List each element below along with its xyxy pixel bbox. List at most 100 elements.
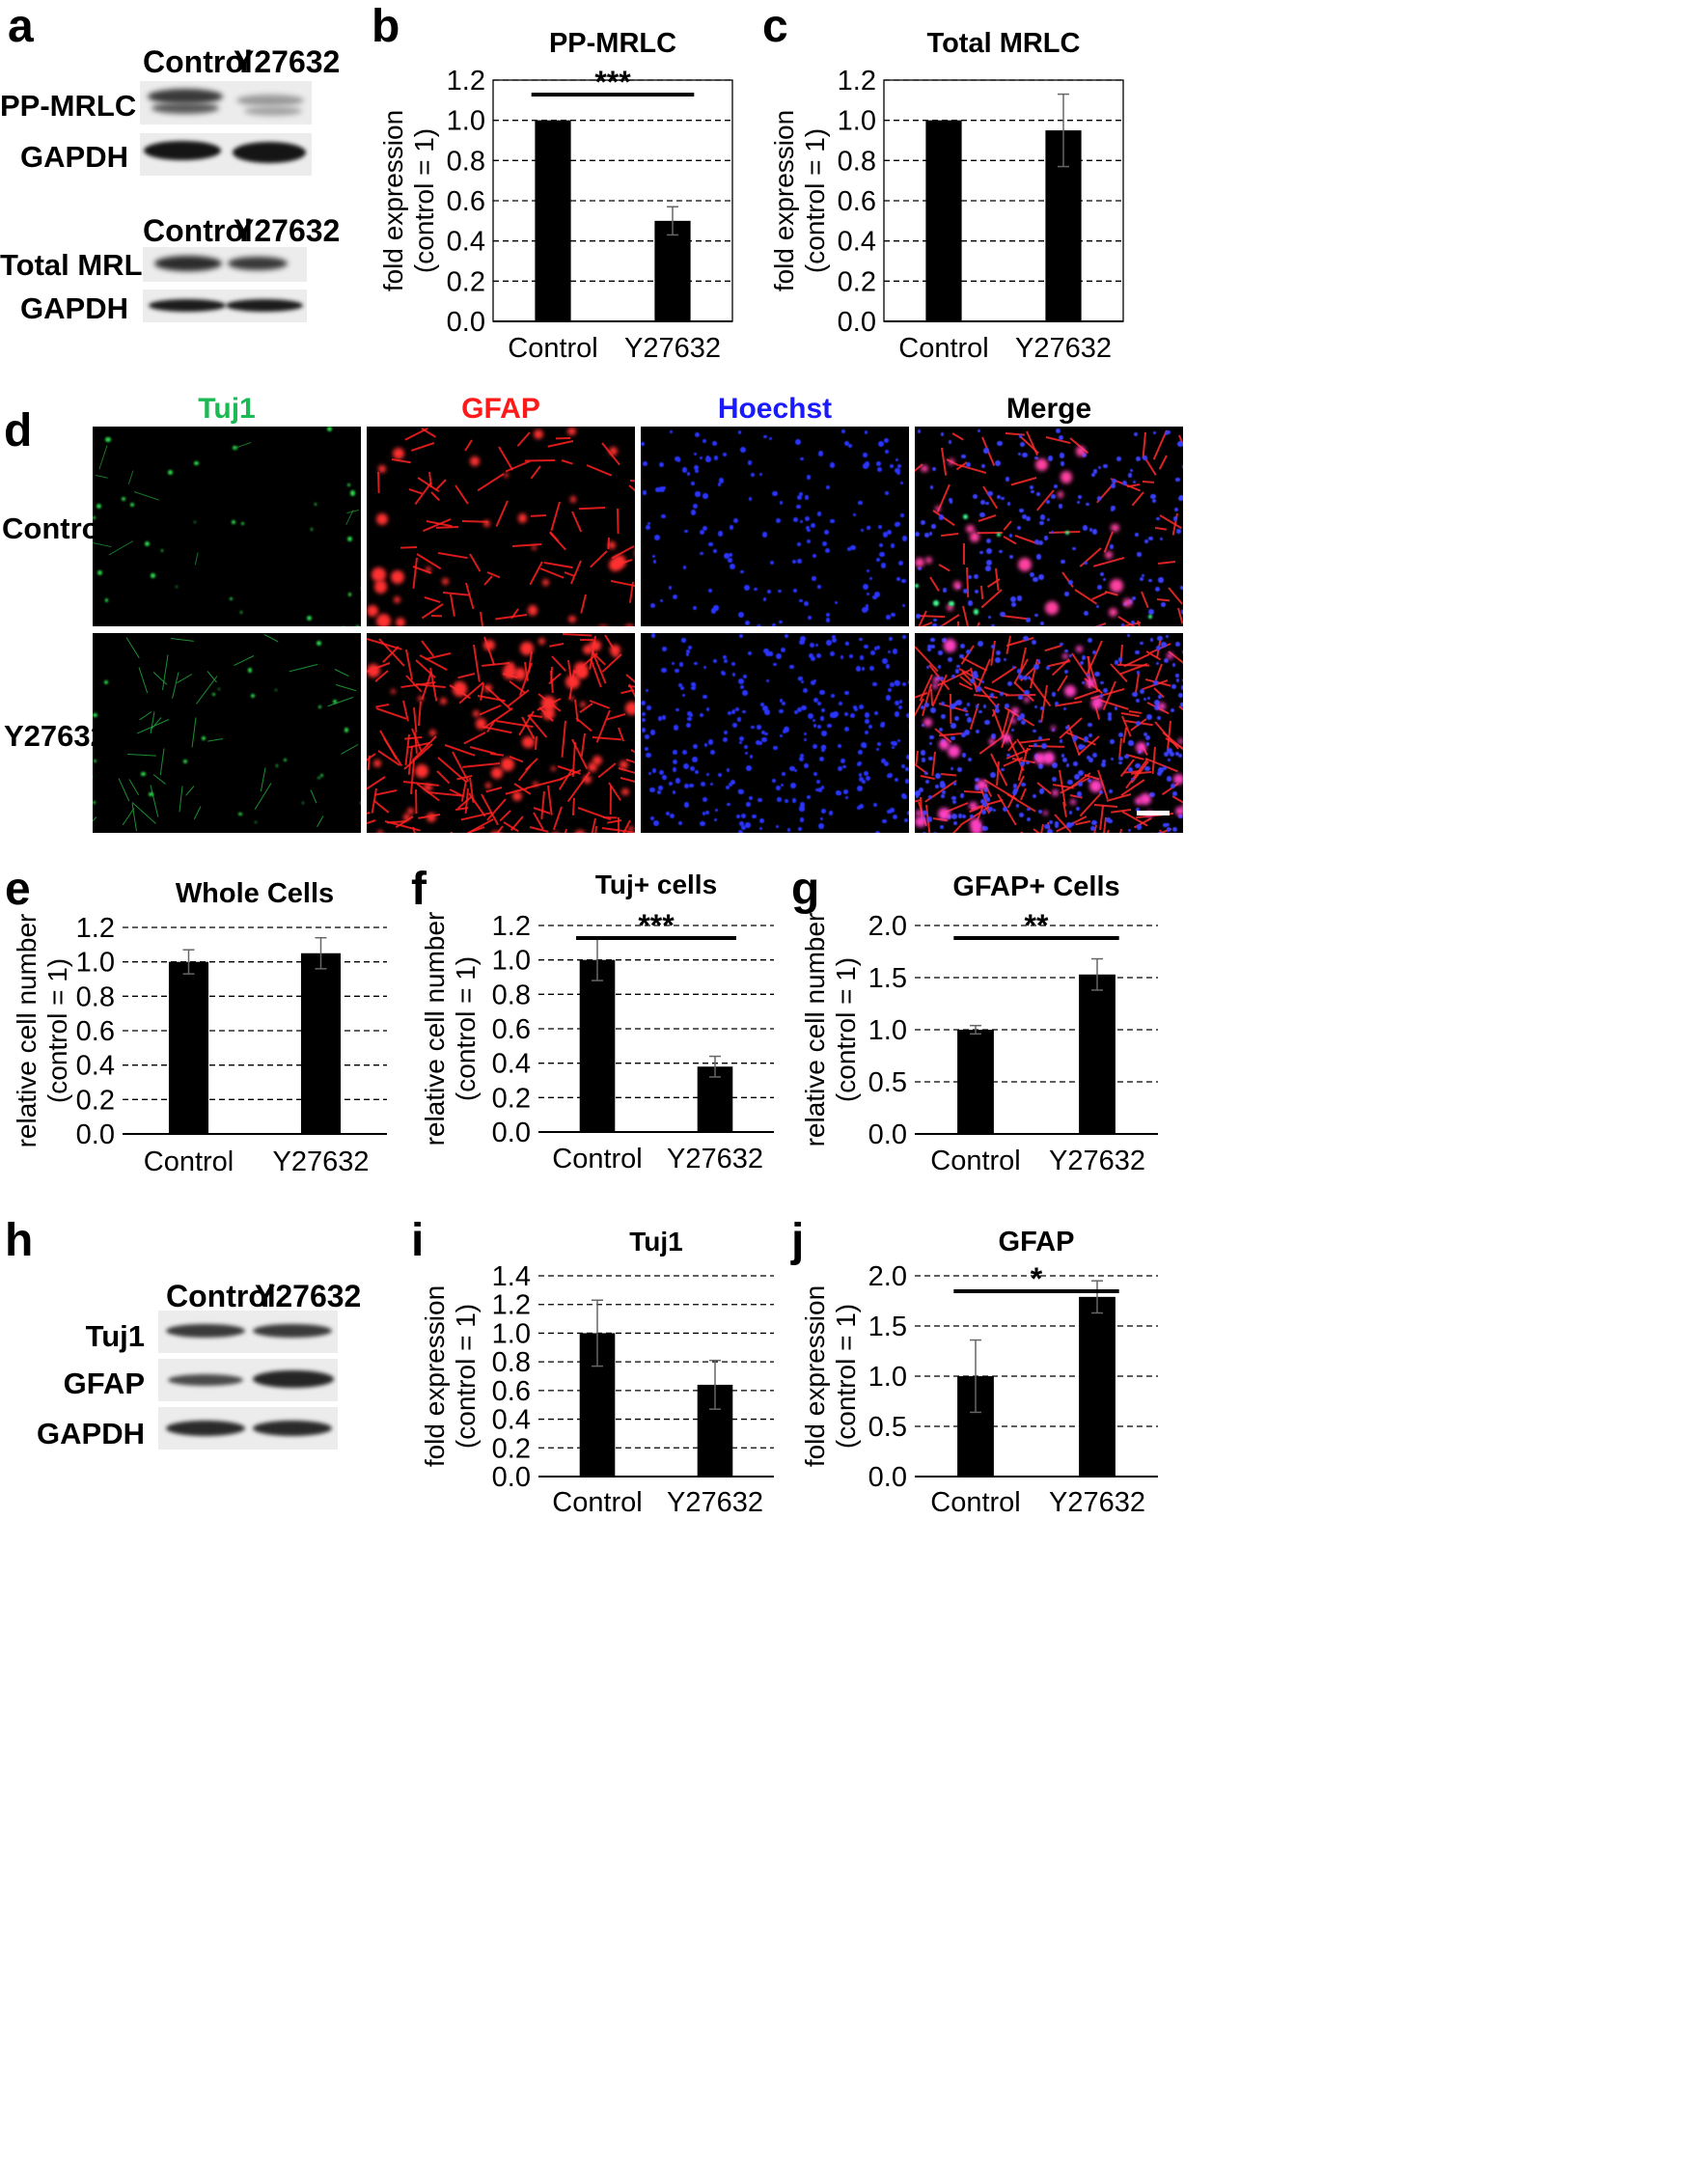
category-label: Control — [930, 1487, 1021, 1515]
image-y27632-hoechst — [641, 633, 909, 833]
row-label-pp-mrlc: PP-MRLC — [0, 89, 137, 123]
y-axis-label: (control = 1) — [451, 956, 481, 1101]
chart-gfap-expression: GFAP 0.0 0.5 1.0 1.5 2.0 Control Y27632 * fold ex… — [800, 1227, 1158, 1515]
row-label-tuj1: Tuj1 — [85, 1319, 145, 1353]
lane-label-control-h: Control — [166, 1279, 276, 1313]
panel-letter-e: e — [5, 864, 31, 915]
y-axis-label: fold expression — [769, 110, 799, 291]
row-label-total-mrlc: Total MRLC — [0, 248, 164, 282]
lane-label-control-2: Control — [143, 213, 253, 248]
panel-letter-b: b — [372, 1, 400, 52]
image-control-hoechst — [641, 427, 909, 626]
category-label: Y27632 — [1049, 1146, 1145, 1176]
y-axis-label: fold expression — [800, 1285, 830, 1467]
y-tick-label: 0.0 — [447, 307, 485, 338]
y-tick-label: 0.8 — [447, 146, 485, 177]
significance-marker: *** — [638, 908, 675, 943]
y-tick-label: 0.6 — [76, 1016, 115, 1047]
chart-title: GFAP — [999, 1227, 1075, 1257]
y-tick-label: 0.6 — [447, 186, 485, 217]
panel-letter-a: a — [8, 1, 34, 52]
lane-label-y27632-2: Y27632 — [234, 213, 341, 248]
lane-label-y27632: Y27632 — [234, 44, 341, 79]
y-tick-label: 0.5 — [868, 1067, 907, 1098]
y-tick-label: 1.0 — [868, 1015, 907, 1046]
blot-gapdh-bottom — [143, 290, 307, 322]
image-y27632-gfap — [367, 633, 635, 833]
y-tick-label: 1.0 — [838, 106, 876, 137]
y-tick-label: 0.0 — [492, 1118, 531, 1148]
panel-letter-d: d — [4, 405, 33, 456]
y-tick-label: 1.4 — [492, 1261, 531, 1292]
chart-title: GFAP+ Cells — [952, 871, 1119, 902]
bar-y27632 — [1079, 974, 1116, 1134]
chart-tuj1-expression: Tuj1 0.00.20.40.60.81.01.21.4 Control Y2763… — [420, 1227, 774, 1515]
chart-title: Tuj1 — [629, 1227, 682, 1257]
category-label: Control — [552, 1487, 643, 1515]
category-label: Y27632 — [1049, 1487, 1145, 1515]
chart-title: Whole Cells — [176, 878, 334, 909]
y-tick-label: 0.0 — [492, 1462, 531, 1493]
category-label: Y27632 — [667, 1487, 763, 1515]
scale-bar — [1137, 811, 1170, 815]
y-tick-label: 2.0 — [868, 911, 907, 942]
y-tick-label: 1.5 — [868, 963, 907, 994]
y-tick-label: 0.8 — [76, 981, 115, 1012]
significance-marker: * — [1031, 1261, 1043, 1296]
y-tick-label: 0.8 — [492, 1347, 531, 1378]
bar-y27632 — [654, 220, 691, 321]
blot-gfap — [158, 1359, 338, 1401]
blot-gapdh-h — [158, 1407, 338, 1450]
bar-control — [535, 120, 571, 322]
y-tick-label: 0.2 — [492, 1433, 531, 1464]
y-tick-label: 0.0 — [838, 307, 876, 338]
chart-title: Tuj+ cells — [595, 870, 717, 899]
panel-letter-h: h — [5, 1215, 34, 1266]
y-axis-label: (control = 1) — [800, 128, 830, 273]
significance-marker: *** — [594, 65, 631, 99]
row-label-gapdh-2: GAPDH — [20, 291, 128, 325]
y-tick-label: 0.6 — [492, 1014, 531, 1045]
y-tick-label: 0.5 — [868, 1412, 907, 1443]
y-tick-label: 0.4 — [838, 227, 876, 258]
y-tick-label: 1.2 — [492, 1290, 531, 1321]
row-label-gapdh-h: GAPDH — [37, 1417, 145, 1450]
blot-tuj1 — [158, 1311, 338, 1353]
y-tick-label: 0.2 — [492, 1083, 531, 1114]
y-tick-label: 0.2 — [838, 266, 876, 297]
image-control-merge — [915, 427, 1183, 626]
lane-label-y27632-h: Y27632 — [255, 1279, 362, 1313]
image-control-tuj1 — [93, 427, 361, 626]
panel-letter-f: f — [411, 864, 427, 915]
panel-letter-i: i — [411, 1215, 425, 1266]
category-label: Control — [930, 1146, 1021, 1176]
y-axis-label: (control = 1) — [451, 1304, 481, 1449]
y-tick-label: 0.0 — [868, 1119, 907, 1150]
lane-label-control: Control — [143, 44, 253, 79]
y-axis-label: (control = 1) — [409, 128, 439, 273]
y-tick-label: 1.2 — [447, 66, 485, 97]
category-label: Control — [144, 1146, 234, 1177]
y-tick-label: 1.0 — [868, 1362, 907, 1393]
y-tick-label: 0.2 — [447, 266, 485, 297]
y-tick-label: 0.4 — [447, 227, 485, 258]
row-label-control-d: Control — [2, 511, 109, 545]
image-y27632-tuj1 — [93, 633, 361, 833]
y-tick-label: 0.6 — [492, 1376, 531, 1407]
category-label: Control — [552, 1144, 643, 1174]
panel-letter-c: c — [762, 1, 788, 52]
row-label-gfap: GFAP — [63, 1367, 145, 1400]
image-control-gfap — [367, 427, 635, 626]
y-tick-label: 1.2 — [76, 913, 115, 944]
channel-label-hoechst: Hoechst — [717, 393, 833, 425]
y-axis-label: (control = 1) — [831, 957, 861, 1102]
chart-title: Total MRLC — [927, 29, 1081, 59]
bar-control — [579, 959, 616, 1132]
y-tick-label: 1.0 — [492, 946, 531, 977]
chart-title: PP-MRLC — [549, 29, 676, 59]
y-tick-label: 0.8 — [838, 146, 876, 177]
channel-label-tuj1: Tuj1 — [198, 393, 256, 425]
y-axis-label: (control = 1) — [831, 1304, 861, 1449]
bar-y27632 — [1079, 1296, 1116, 1477]
y-axis-label: fold expression — [420, 1285, 450, 1467]
